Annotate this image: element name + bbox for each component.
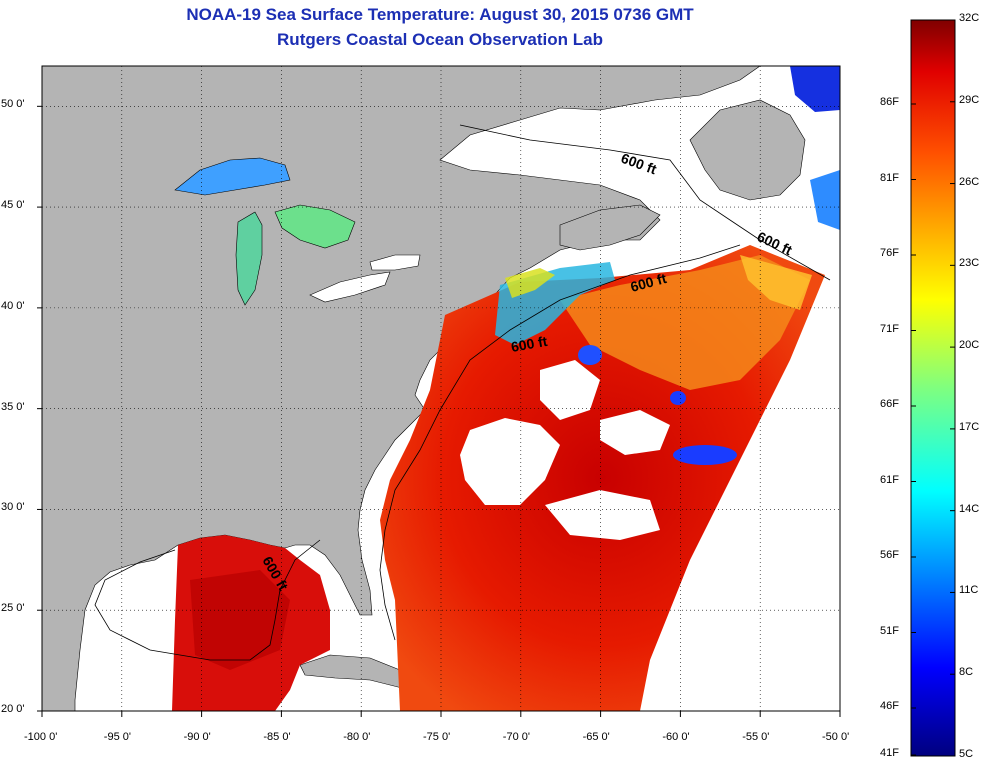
map-body: 600 ft 600 ft 600 ft 600 ft 600 ft	[42, 66, 840, 711]
colorbar-celsius-label: 32C	[959, 12, 980, 24]
colorbar-celsius-label: 8C	[959, 666, 974, 679]
cloud-patch	[545, 490, 660, 540]
isobath-label: 600 ft	[510, 333, 549, 355]
x-tick-label: -85 0'	[263, 731, 291, 743]
colorbar-celsius-label: 11C	[959, 584, 979, 597]
sst-coastal-yellow	[505, 268, 555, 298]
lake-erie	[309, 271, 391, 303]
cloud-patch	[540, 360, 600, 420]
y-tick-label: 30 0'	[1, 501, 25, 514]
colorbar-fahrenheit-label: 46F	[880, 700, 899, 712]
x-tick-label: -60 0'	[662, 731, 690, 743]
colorbar-fahrenheit-label: 76F	[880, 247, 899, 259]
grid-lines	[42, 66, 840, 711]
land-nova-scotia	[559, 204, 661, 251]
colorbar-fahrenheit-label: 66F	[880, 398, 899, 410]
colorbar-fahrenheit-label: 41F	[880, 747, 899, 759]
colorbar-celsius-label: 20C	[959, 339, 980, 352]
colorbar-celsius-label: 5C	[959, 748, 974, 760]
colorbar-fahrenheit-label: 51F	[880, 624, 899, 637]
colorbar-ticks	[911, 19, 955, 757]
lake-superior	[174, 157, 291, 196]
y-tick-label: 45 0'	[1, 199, 25, 212]
lake-ontario	[369, 254, 421, 271]
y-tick-label: 40 0'	[1, 299, 25, 312]
x-tick-label: -50 0'	[822, 731, 850, 743]
x-tick-label: -90 0'	[183, 731, 211, 743]
isobath-600ft-line	[94, 124, 831, 661]
cold-patch	[578, 345, 602, 365]
colorbar-celsius-label: 14C	[959, 502, 980, 515]
lake-michigan	[235, 211, 263, 306]
cloud-patch	[600, 410, 670, 455]
y-tick-label: 25 0'	[1, 602, 25, 615]
colorbar-celsius-label: 26C	[959, 175, 980, 188]
chart-subtitle: Rutgers Coastal Ocean Observation Lab	[277, 30, 603, 49]
lake-huron	[274, 204, 356, 249]
colorbar-fahrenheit-label: 86F	[880, 96, 899, 108]
colorbar-celsius-label: 29C	[959, 93, 980, 106]
land-newfoundland	[689, 99, 806, 201]
gulf-warm-core	[190, 570, 290, 670]
x-tick-label: -80 0'	[343, 731, 371, 743]
axis-ticks	[37, 105, 841, 717]
sst-labrador-cold	[790, 66, 840, 112]
colorbar	[910, 19, 956, 757]
cold-eddy-small	[670, 391, 686, 405]
sst-yellow-band	[740, 255, 812, 310]
colorbar-fahrenheit-label: 81F	[880, 171, 899, 184]
x-tick-label: -70 0'	[502, 731, 530, 743]
cold-eddy	[673, 445, 737, 465]
colorbar-celsius-label: 17C	[959, 420, 980, 433]
cloud-patch	[460, 418, 560, 505]
colorbar-fahrenheit-label: 61F	[880, 473, 899, 486]
sst-labrador-cool	[810, 170, 840, 230]
y-tick-label: 35 0'	[1, 400, 25, 413]
sst-cooler-band	[560, 255, 810, 390]
x-tick-label: -95 0'	[103, 731, 131, 743]
colorbar-fahrenheit-label: 56F	[880, 549, 899, 561]
colorbar-fahrenheit-label: 71F	[880, 322, 899, 335]
y-tick-label: 20 0'	[1, 703, 25, 715]
x-tick-label: -55 0'	[742, 731, 770, 743]
x-tick-label: -65 0'	[582, 731, 610, 743]
x-tick-label: -100 0'	[24, 731, 58, 743]
colorbar-celsius-label: 23C	[959, 257, 980, 270]
chart-title: NOAA-19 Sea Surface Temperature: August …	[186, 5, 694, 24]
y-tick-label: 50 0'	[1, 98, 25, 111]
x-tick-label: -75 0'	[423, 731, 451, 743]
